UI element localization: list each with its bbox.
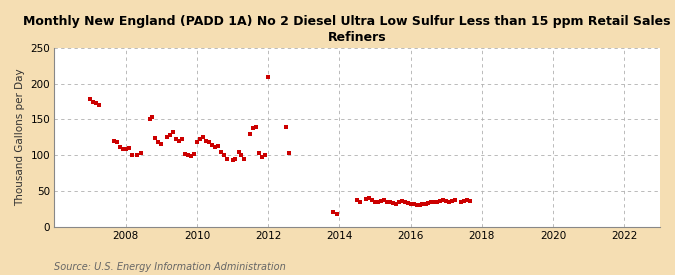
Point: [165, 133, 176, 137]
Point: [207, 143, 217, 147]
Point: [435, 199, 446, 203]
Point: [260, 153, 271, 157]
Point: [236, 153, 247, 157]
Point: [183, 153, 194, 157]
Point: [459, 199, 470, 203]
Point: [123, 146, 134, 150]
Point: [328, 210, 339, 214]
Point: [331, 211, 342, 216]
Point: [162, 135, 173, 139]
Point: [360, 197, 371, 202]
Point: [450, 198, 460, 202]
Point: [144, 117, 155, 121]
Point: [456, 199, 466, 204]
Point: [177, 137, 188, 142]
Point: [390, 202, 401, 206]
Point: [387, 201, 398, 205]
Point: [156, 142, 167, 146]
Point: [263, 74, 273, 79]
Point: [173, 139, 184, 143]
Point: [239, 156, 250, 161]
Point: [94, 103, 105, 107]
Point: [251, 124, 262, 129]
Point: [245, 131, 256, 136]
Point: [396, 199, 407, 203]
Point: [256, 155, 267, 160]
Text: Source: U.S. Energy Information Administration: Source: U.S. Energy Information Administ…: [54, 262, 286, 272]
Point: [212, 144, 223, 148]
Title: Monthly New England (PADD 1A) No 2 Diesel Ultra Low Sulfur Less than 15 ppm Reta: Monthly New England (PADD 1A) No 2 Diese…: [23, 15, 675, 44]
Point: [189, 152, 200, 157]
Point: [192, 140, 202, 144]
Point: [230, 156, 241, 161]
Point: [198, 135, 209, 139]
Point: [379, 198, 389, 202]
Point: [441, 199, 452, 203]
Point: [150, 136, 161, 140]
Point: [221, 156, 232, 161]
Point: [354, 199, 365, 204]
Point: [411, 203, 422, 207]
Point: [117, 147, 128, 151]
Point: [203, 140, 214, 144]
Point: [465, 199, 476, 203]
Point: [367, 198, 377, 202]
Point: [167, 129, 178, 134]
Point: [423, 201, 434, 205]
Point: [200, 139, 211, 143]
Point: [180, 152, 190, 156]
Point: [135, 151, 146, 155]
Point: [114, 144, 125, 149]
Point: [462, 198, 472, 202]
Point: [421, 202, 431, 206]
Point: [132, 153, 143, 157]
Point: [234, 149, 244, 154]
Point: [120, 147, 131, 152]
Point: [153, 140, 164, 144]
Point: [126, 153, 137, 157]
Point: [429, 199, 440, 204]
Point: [417, 202, 428, 207]
Point: [281, 124, 292, 129]
Y-axis label: Thousand Gallons per Day: Thousand Gallons per Day: [15, 68, 25, 206]
Point: [399, 199, 410, 204]
Point: [432, 199, 443, 204]
Point: [215, 149, 226, 154]
Point: [373, 200, 383, 205]
Point: [194, 137, 205, 142]
Point: [447, 199, 458, 203]
Point: [426, 200, 437, 205]
Point: [408, 202, 419, 207]
Point: [248, 126, 259, 130]
Point: [352, 198, 362, 202]
Point: [111, 140, 122, 144]
Point: [186, 154, 196, 158]
Point: [385, 200, 396, 205]
Point: [414, 203, 425, 207]
Point: [88, 99, 99, 104]
Point: [405, 202, 416, 206]
Point: [218, 153, 229, 157]
Point: [370, 199, 381, 204]
Point: [381, 199, 392, 204]
Point: [376, 199, 387, 203]
Point: [284, 151, 294, 155]
Point: [402, 201, 413, 205]
Point: [443, 199, 454, 204]
Point: [438, 198, 449, 202]
Point: [90, 101, 101, 105]
Point: [394, 199, 404, 204]
Point: [84, 97, 95, 101]
Point: [109, 139, 119, 143]
Point: [364, 196, 375, 200]
Point: [147, 115, 158, 119]
Point: [209, 144, 220, 149]
Point: [254, 151, 265, 155]
Point: [171, 136, 182, 141]
Point: [227, 158, 238, 162]
